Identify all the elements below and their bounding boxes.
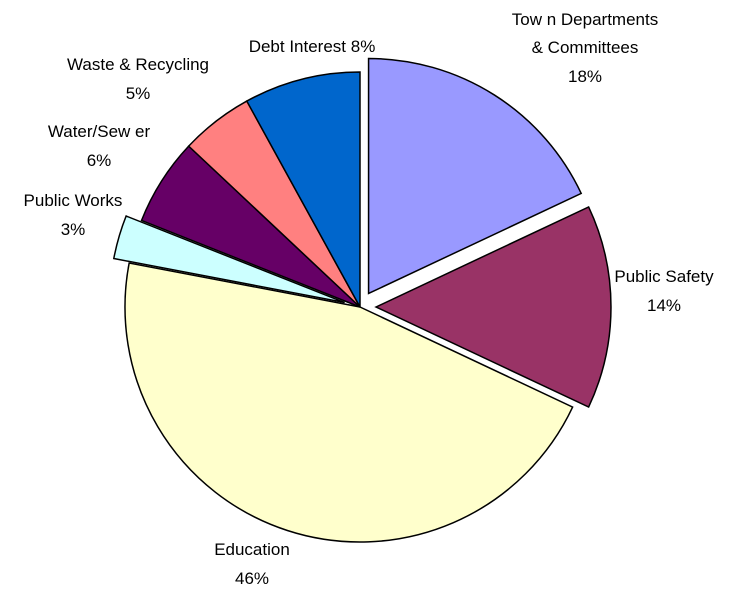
label-town-departments-line2: & Committees — [532, 38, 639, 57]
label-water-sewer-pct: 6% — [87, 151, 112, 170]
label-education-pct: 46% — [235, 569, 269, 588]
label-public-safety-pct: 14% — [647, 296, 681, 315]
pie-slices — [114, 58, 611, 542]
label-water-sewer: Water/Sew er — [48, 122, 151, 141]
label-public-safety: Public Safety — [614, 267, 714, 286]
label-debt-interest: Debt Interest 8% — [249, 37, 376, 56]
label-public-works: Public Works — [24, 191, 123, 210]
label-town-departments-line1: Tow n Departments — [512, 10, 658, 29]
label-education: Education — [214, 540, 290, 559]
label-town-departments-pct: 18% — [568, 67, 602, 86]
label-public-works-pct: 3% — [61, 220, 86, 239]
label-waste-recycling-pct: 5% — [126, 84, 151, 103]
label-waste-recycling: Waste & Recycling — [67, 55, 209, 74]
